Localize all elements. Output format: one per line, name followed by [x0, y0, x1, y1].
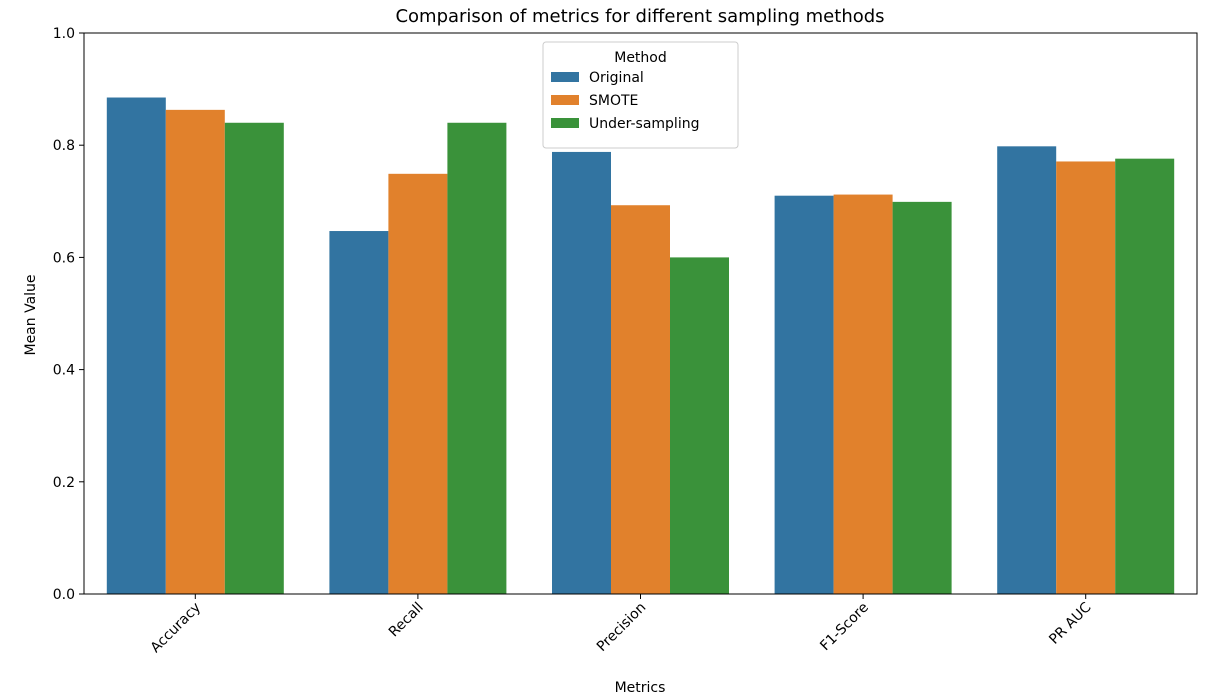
bar-smote-precision	[611, 205, 670, 595]
x-tick-label: Recall	[386, 600, 427, 641]
x-tick-label: Accuracy	[148, 600, 205, 657]
bar-under-sampling-recall	[447, 122, 507, 594]
y-tick-label: 0.6	[53, 250, 75, 266]
legend-swatch	[551, 95, 579, 105]
legend-entry-label: SMOTE	[589, 93, 638, 109]
x-tick-label: F1-Score	[817, 600, 872, 655]
bar-original-precision	[552, 151, 611, 594]
x-tick-label: PR AUC	[1046, 599, 1094, 647]
y-tick-label: 1.0	[53, 26, 75, 42]
bar-smote-recall	[388, 173, 448, 594]
x-tick-label: Precision	[594, 600, 649, 655]
bar-original-pr-auc	[997, 146, 1057, 594]
bar-under-sampling-accuracy	[224, 122, 284, 594]
legend: Method Original SMOTE Under-sampling	[542, 41, 739, 149]
y-axis-label: Mean Value	[23, 274, 39, 355]
legend-swatch	[551, 118, 579, 128]
legend-entry-label: Under-sampling	[589, 116, 699, 132]
legend-entry-label: Original	[589, 70, 644, 86]
bar-original-accuracy	[106, 97, 166, 594]
legend-swatch	[551, 72, 579, 82]
bar-under-sampling-precision	[670, 257, 729, 594]
bar-under-sampling-f1-score	[892, 201, 952, 594]
legend-box	[542, 41, 739, 149]
bars-group	[106, 97, 1175, 595]
bar-smote-f1-score	[833, 194, 893, 594]
y-tick-label: 0.0	[53, 587, 75, 603]
bar-original-f1-score	[774, 195, 834, 594]
y-tick-label: 0.4	[53, 363, 75, 379]
bar-original-recall	[329, 231, 389, 594]
x-axis-label: Metrics	[615, 680, 666, 696]
legend-title: Method	[614, 50, 667, 66]
chart-title: Comparison of metrics for different samp…	[395, 6, 884, 27]
y-tick-label: 0.2	[53, 475, 75, 491]
y-tick-label: 0.8	[53, 138, 75, 154]
bar-smote-pr-auc	[1056, 161, 1116, 594]
bar-under-sampling-pr-auc	[1115, 158, 1175, 594]
bar-smote-accuracy	[165, 109, 225, 595]
